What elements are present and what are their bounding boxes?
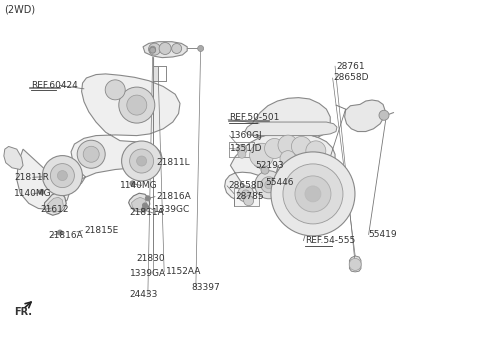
Text: 21811R: 21811R [14, 173, 49, 182]
Text: 21830: 21830 [137, 254, 166, 263]
Circle shape [250, 143, 274, 167]
Circle shape [172, 43, 181, 54]
Text: (2WD): (2WD) [4, 4, 35, 15]
Polygon shape [225, 132, 335, 202]
Circle shape [291, 137, 312, 156]
Polygon shape [275, 165, 346, 218]
Circle shape [198, 45, 204, 52]
Circle shape [58, 171, 67, 181]
Circle shape [159, 42, 171, 55]
Circle shape [278, 135, 298, 155]
Circle shape [150, 46, 156, 52]
Text: 1339GA: 1339GA [130, 270, 166, 278]
Circle shape [305, 186, 321, 202]
Text: 21815E: 21815E [84, 226, 118, 235]
Text: 55446: 55446 [265, 178, 293, 187]
Circle shape [238, 150, 246, 158]
Circle shape [306, 141, 326, 161]
Circle shape [121, 141, 162, 181]
Text: 1339GC: 1339GC [154, 205, 190, 214]
Circle shape [145, 196, 150, 201]
Text: 55419: 55419 [369, 230, 397, 239]
Circle shape [130, 149, 154, 173]
Circle shape [119, 87, 155, 123]
Polygon shape [44, 193, 66, 215]
Text: 21816A: 21816A [156, 192, 191, 201]
Circle shape [50, 164, 74, 187]
Text: 28785: 28785 [235, 192, 264, 201]
Text: 1360GJ: 1360GJ [230, 131, 263, 140]
Polygon shape [349, 256, 361, 272]
Circle shape [130, 181, 135, 186]
Circle shape [237, 144, 247, 155]
Circle shape [264, 139, 285, 158]
Circle shape [137, 156, 146, 166]
Circle shape [77, 140, 105, 168]
Text: 28658D: 28658D [334, 74, 369, 82]
Text: 24433: 24433 [130, 291, 158, 299]
Polygon shape [143, 42, 187, 58]
Circle shape [149, 43, 160, 55]
Polygon shape [47, 197, 63, 213]
Text: 83397: 83397 [191, 283, 220, 292]
Polygon shape [153, 66, 158, 81]
Text: 21811L: 21811L [156, 158, 190, 167]
Polygon shape [132, 197, 147, 210]
Polygon shape [234, 188, 259, 206]
Circle shape [295, 176, 331, 212]
Circle shape [58, 230, 62, 235]
Text: REF.54-555: REF.54-555 [305, 236, 355, 245]
Polygon shape [249, 98, 330, 137]
Polygon shape [17, 74, 180, 210]
Text: 21811A: 21811A [130, 208, 164, 217]
Circle shape [39, 190, 44, 194]
Text: 21816A: 21816A [48, 231, 83, 240]
Circle shape [255, 171, 283, 199]
Text: 1351JD: 1351JD [230, 144, 263, 153]
Circle shape [142, 207, 146, 212]
Text: REF.60424: REF.60424 [31, 81, 78, 90]
Polygon shape [345, 100, 385, 132]
Text: FR.: FR. [14, 307, 32, 317]
Circle shape [127, 95, 147, 115]
Circle shape [379, 110, 389, 120]
Polygon shape [129, 193, 150, 212]
Circle shape [42, 156, 83, 196]
Text: 1140MG: 1140MG [120, 181, 157, 190]
Text: 28658D: 28658D [228, 181, 264, 190]
Circle shape [261, 166, 269, 174]
Polygon shape [245, 122, 337, 136]
Circle shape [238, 186, 254, 202]
Circle shape [83, 146, 99, 162]
Circle shape [271, 152, 355, 236]
Circle shape [143, 203, 147, 208]
Text: 1152AA: 1152AA [166, 267, 201, 276]
Text: 21612: 21612 [41, 205, 69, 214]
Circle shape [349, 258, 361, 271]
Circle shape [283, 164, 343, 224]
Circle shape [150, 47, 156, 53]
Circle shape [244, 196, 253, 206]
Circle shape [265, 181, 273, 189]
Circle shape [261, 177, 277, 193]
Polygon shape [4, 146, 23, 170]
Text: 1140MG: 1140MG [14, 190, 52, 198]
Text: 52193: 52193 [255, 161, 284, 170]
Text: REF.50-501: REF.50-501 [229, 114, 280, 122]
Text: 28761: 28761 [336, 62, 365, 71]
Circle shape [242, 190, 250, 198]
Circle shape [105, 80, 125, 100]
Circle shape [280, 151, 296, 167]
